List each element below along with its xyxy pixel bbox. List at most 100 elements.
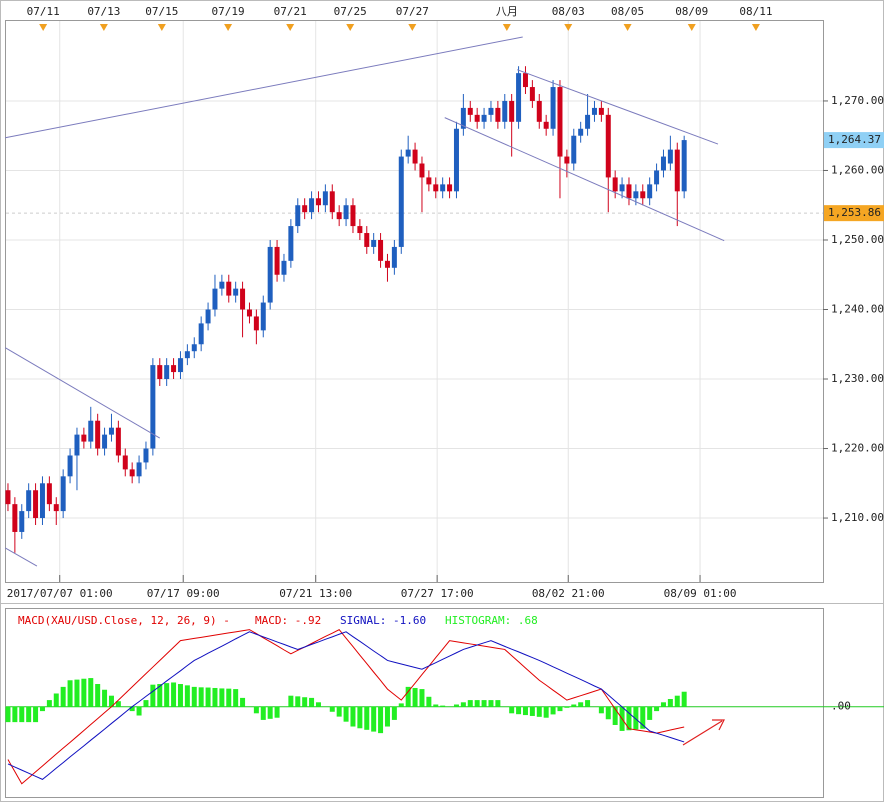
- candle-body: [74, 434, 80, 456]
- candle-body: [157, 365, 163, 380]
- candle-body: [102, 434, 108, 449]
- x-tick-label: 07/27 17:00: [401, 587, 474, 600]
- candle-body: [309, 198, 315, 213]
- y-tick-label: .00: [831, 700, 851, 713]
- candle-body: [364, 233, 370, 247]
- candle-body: [274, 246, 280, 275]
- candle-body: [129, 469, 135, 477]
- histogram-bar: [164, 683, 170, 707]
- histogram-bar: [426, 696, 432, 707]
- date-marker: [687, 24, 696, 31]
- candle-body: [440, 184, 446, 192]
- date-marker: [39, 24, 48, 31]
- candle-body: [136, 462, 142, 477]
- histogram-bar: [336, 706, 342, 717]
- date-marker: [346, 24, 355, 31]
- y-tick-label: 1,210.00: [831, 511, 884, 524]
- histogram-bar: [184, 685, 190, 707]
- candle-body: [536, 100, 542, 122]
- candle-body: [564, 156, 570, 164]
- histogram-bar: [419, 689, 425, 707]
- candle-body: [654, 170, 660, 185]
- candle-body: [585, 114, 591, 129]
- histogram-bar: [150, 684, 156, 707]
- histogram-bar: [274, 706, 280, 718]
- candle-body: [67, 455, 73, 477]
- histogram-bar: [474, 700, 480, 707]
- y-tick-label: 1,230.00: [831, 372, 884, 385]
- trendline: [5, 36, 523, 139]
- date-label: 07/11: [27, 5, 60, 18]
- candle-body: [467, 107, 473, 115]
- histogram-bar: [398, 703, 404, 707]
- histogram-bar: [412, 687, 418, 707]
- candle-body: [122, 455, 128, 470]
- histogram-bar: [550, 706, 556, 715]
- candle-body: [660, 156, 666, 171]
- histogram-bar: [571, 704, 577, 707]
- candle-body: [39, 483, 45, 519]
- histogram-bar: [33, 706, 39, 723]
- histogram-bar: [522, 706, 528, 716]
- candle-body: [88, 420, 94, 442]
- histogram-bar: [171, 682, 177, 707]
- indicator-title: MACD(XAU/USD.Close, 12, 26, 9) -: [18, 614, 230, 627]
- histogram-bar: [74, 679, 80, 707]
- histogram-bar: [640, 706, 646, 729]
- date-marker: [224, 24, 233, 31]
- candle-body: [453, 128, 459, 192]
- candle-body: [605, 114, 611, 178]
- candle-body: [529, 87, 535, 101]
- candle-body: [460, 107, 466, 129]
- histogram-bar: [633, 706, 639, 730]
- candle-body: [281, 260, 287, 275]
- candle-body: [26, 490, 32, 512]
- histogram-bar: [315, 702, 321, 707]
- histogram-bar: [267, 706, 273, 719]
- date-label: 08/05: [611, 5, 644, 18]
- histogram-bar: [529, 706, 535, 716]
- date-marker: [408, 24, 417, 31]
- candle-body: [115, 427, 121, 456]
- candle-body: [46, 483, 52, 505]
- candle-body: [516, 73, 522, 122]
- histogram-bar: [205, 687, 211, 707]
- histogram-bar: [405, 686, 411, 707]
- histogram-bar: [660, 702, 666, 707]
- histogram-bar: [343, 706, 349, 722]
- candle-body: [398, 156, 404, 247]
- histogram-bar: [391, 706, 397, 720]
- candle-body: [350, 205, 356, 227]
- date-marker: [623, 24, 632, 31]
- candle-body: [626, 184, 632, 199]
- histogram-bar: [674, 695, 680, 707]
- histogram-bar: [467, 700, 473, 707]
- y-tick-label: 1,220.00: [831, 442, 884, 455]
- candle-body: [226, 281, 232, 296]
- candle-body: [322, 191, 328, 206]
- candle-body: [619, 184, 625, 192]
- trendline: [4, 547, 38, 567]
- histogram-bar: [626, 706, 632, 731]
- histogram-bar: [129, 706, 135, 712]
- histogram-bar: [654, 706, 660, 712]
- histogram-bar: [481, 700, 487, 707]
- candle-body: [336, 212, 342, 220]
- histogram-bar: [39, 706, 45, 712]
- price-marker-label: 1,253.86: [828, 206, 881, 219]
- histogram-bar: [302, 697, 308, 707]
- histogram-bar: [681, 691, 687, 707]
- histogram-bar: [219, 688, 225, 707]
- trendline: [4, 347, 161, 439]
- candle-body: [598, 107, 604, 115]
- candle-body: [95, 420, 101, 449]
- candle-body: [177, 358, 183, 373]
- candle-body: [578, 128, 584, 136]
- date-label: 07/19: [212, 5, 245, 18]
- x-tick-label: 07/21 13:00: [279, 587, 352, 600]
- histogram-bar: [5, 706, 11, 723]
- candle-body: [143, 448, 149, 463]
- x-tick-label: 08/02 21:00: [532, 587, 605, 600]
- candle-body: [647, 184, 653, 199]
- date-label: 07/21: [274, 5, 307, 18]
